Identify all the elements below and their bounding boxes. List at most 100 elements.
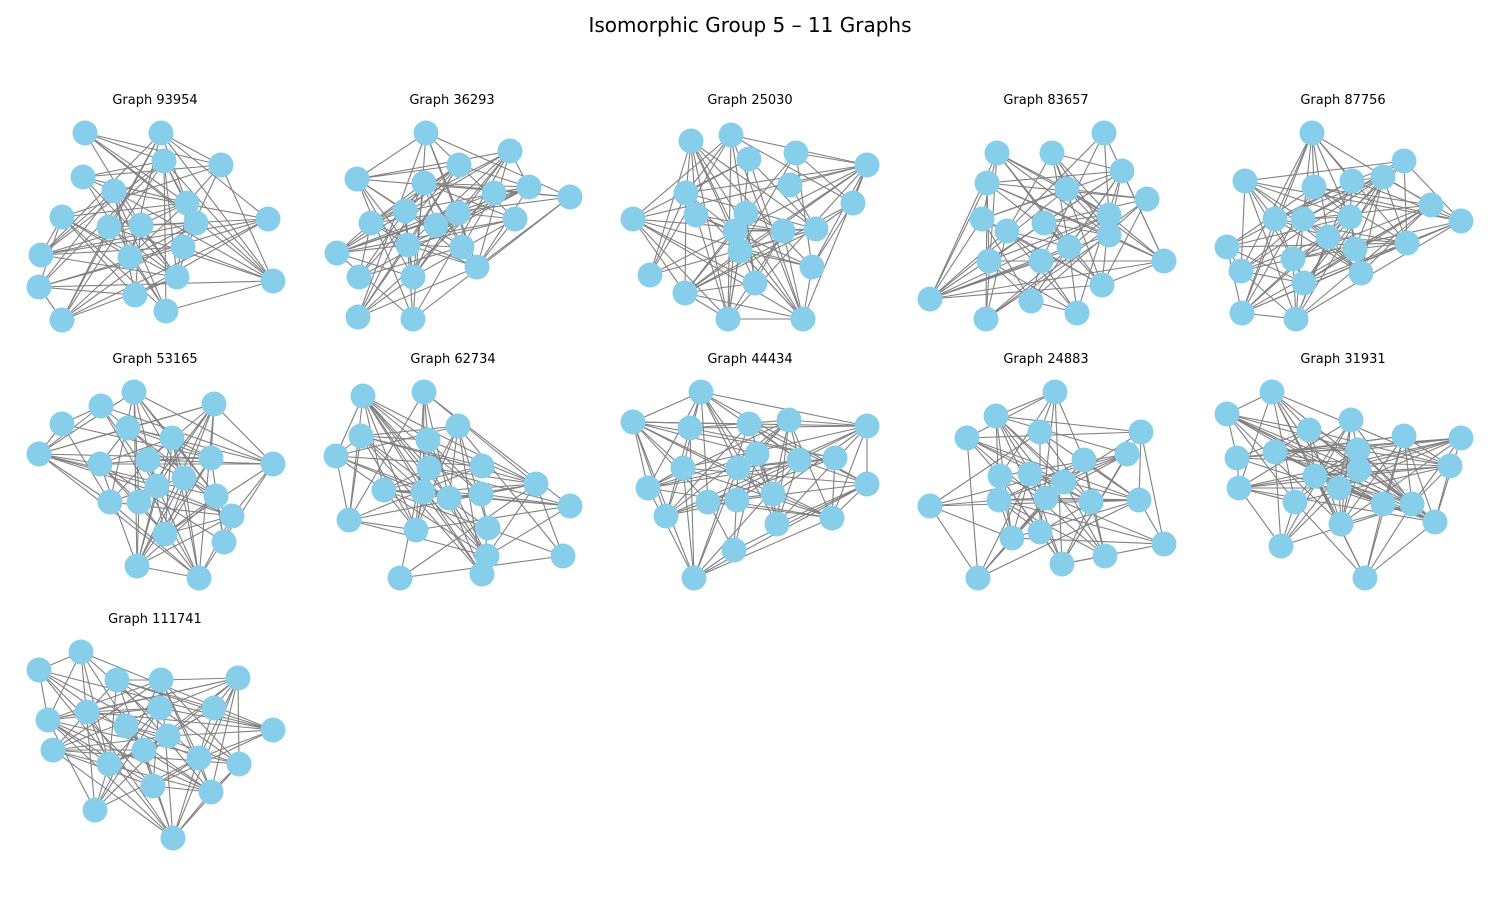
graph-edge bbox=[156, 485, 233, 517]
graph-node bbox=[1338, 407, 1364, 433]
graph-node bbox=[88, 393, 114, 419]
graph-edge bbox=[52, 677, 239, 751]
graph-node bbox=[1394, 230, 1420, 256]
graph-edge bbox=[407, 218, 516, 246]
graph-edge bbox=[1244, 160, 1405, 182]
graph-title: Graph 31931 bbox=[1300, 352, 1386, 367]
graph-edge bbox=[52, 749, 212, 793]
graph-edge bbox=[427, 439, 482, 495]
graph-edge bbox=[399, 483, 537, 579]
graph-title: Graph 24883 bbox=[1003, 352, 1089, 367]
graph-edge bbox=[1030, 170, 1123, 302]
graph-node bbox=[152, 521, 178, 547]
graph-node bbox=[776, 407, 802, 433]
graph-edge bbox=[632, 218, 686, 294]
graph-edge bbox=[370, 164, 460, 224]
graph-node bbox=[445, 413, 471, 439]
graph-node bbox=[49, 411, 75, 437]
graph-node bbox=[416, 455, 442, 481]
graph-node bbox=[170, 234, 196, 260]
page-title: Isomorphic Group 5 – 11 Graphs bbox=[588, 13, 912, 37]
graph-node bbox=[973, 306, 999, 332]
graph-drawing bbox=[26, 120, 286, 333]
graph-node bbox=[799, 254, 825, 280]
graph-node bbox=[516, 174, 542, 200]
graph-edge bbox=[40, 254, 178, 278]
graph-node bbox=[1448, 208, 1474, 234]
graph-node bbox=[497, 138, 523, 164]
graph-node bbox=[854, 471, 880, 497]
graph-edge bbox=[358, 246, 463, 278]
graph-node bbox=[502, 206, 528, 232]
graph-node bbox=[721, 537, 747, 563]
graph-title: Graph 93954 bbox=[112, 93, 198, 108]
graph-edge bbox=[647, 391, 702, 489]
graph-edge bbox=[788, 419, 868, 427]
graph-edge bbox=[82, 164, 222, 178]
graph-node bbox=[117, 244, 143, 270]
graph-node bbox=[1151, 531, 1177, 557]
graph-node bbox=[140, 773, 166, 799]
graph-edge bbox=[684, 228, 817, 294]
graph-edge bbox=[40, 218, 269, 256]
graph-edge bbox=[183, 477, 200, 579]
graph-node bbox=[211, 529, 237, 555]
graph-node bbox=[198, 445, 224, 471]
graph-node bbox=[174, 190, 200, 216]
graph-node bbox=[208, 152, 234, 178]
graph-edge bbox=[929, 182, 988, 300]
graph-edge bbox=[335, 425, 459, 457]
graph-edge bbox=[1403, 160, 1462, 222]
graph-node bbox=[1056, 234, 1082, 260]
graph-edge bbox=[40, 132, 162, 256]
graph-drawing bbox=[26, 639, 286, 851]
graph-node bbox=[722, 218, 748, 244]
graph-node bbox=[413, 120, 439, 146]
graph-edge bbox=[1274, 435, 1405, 453]
graph-edge bbox=[423, 391, 537, 485]
graph-node bbox=[994, 218, 1020, 244]
graph-edge bbox=[988, 260, 1078, 314]
graph-node bbox=[822, 445, 848, 471]
graph-edge bbox=[476, 186, 530, 268]
graph-edge bbox=[404, 210, 414, 320]
graph-edge bbox=[335, 455, 483, 467]
graph-edge bbox=[999, 391, 1056, 477]
graph-panel: Graph 87756 bbox=[1208, 93, 1478, 343]
graph-node bbox=[620, 409, 646, 435]
graph-edge bbox=[86, 711, 274, 731]
graph-edge bbox=[1238, 419, 1352, 489]
graph-edge bbox=[929, 499, 1140, 507]
graph-node bbox=[1096, 222, 1122, 248]
graph-node bbox=[26, 657, 52, 683]
graph-node bbox=[468, 481, 494, 507]
graph-node bbox=[1027, 519, 1053, 545]
graph-edge bbox=[40, 246, 184, 256]
graph-edge bbox=[632, 421, 695, 579]
graph-node bbox=[637, 262, 663, 288]
graph-edge bbox=[412, 182, 425, 278]
graph-edge bbox=[1240, 218, 1304, 272]
graph-node bbox=[777, 172, 803, 198]
graph-node bbox=[151, 148, 177, 174]
graph-drawing bbox=[26, 379, 286, 591]
graph-edge bbox=[1303, 220, 1462, 284]
graph-node bbox=[348, 423, 374, 449]
graph-node bbox=[1291, 270, 1317, 296]
graph-node bbox=[1283, 306, 1309, 332]
graph-node bbox=[760, 481, 786, 507]
graph-node bbox=[1126, 487, 1152, 513]
graph-node bbox=[1134, 186, 1160, 212]
graph-edge bbox=[690, 140, 817, 230]
graph-edge bbox=[745, 152, 797, 214]
graph-node bbox=[672, 280, 698, 306]
graph-node bbox=[131, 737, 157, 763]
graph-node bbox=[49, 204, 75, 230]
graph-edge bbox=[412, 212, 459, 278]
graph-node bbox=[803, 216, 829, 242]
graph-title: Graph 53165 bbox=[112, 352, 198, 367]
graph-panel: Graph 31931 bbox=[1208, 352, 1478, 602]
graph-node bbox=[449, 234, 475, 260]
graph-node bbox=[688, 379, 714, 405]
graph-node bbox=[670, 455, 696, 481]
